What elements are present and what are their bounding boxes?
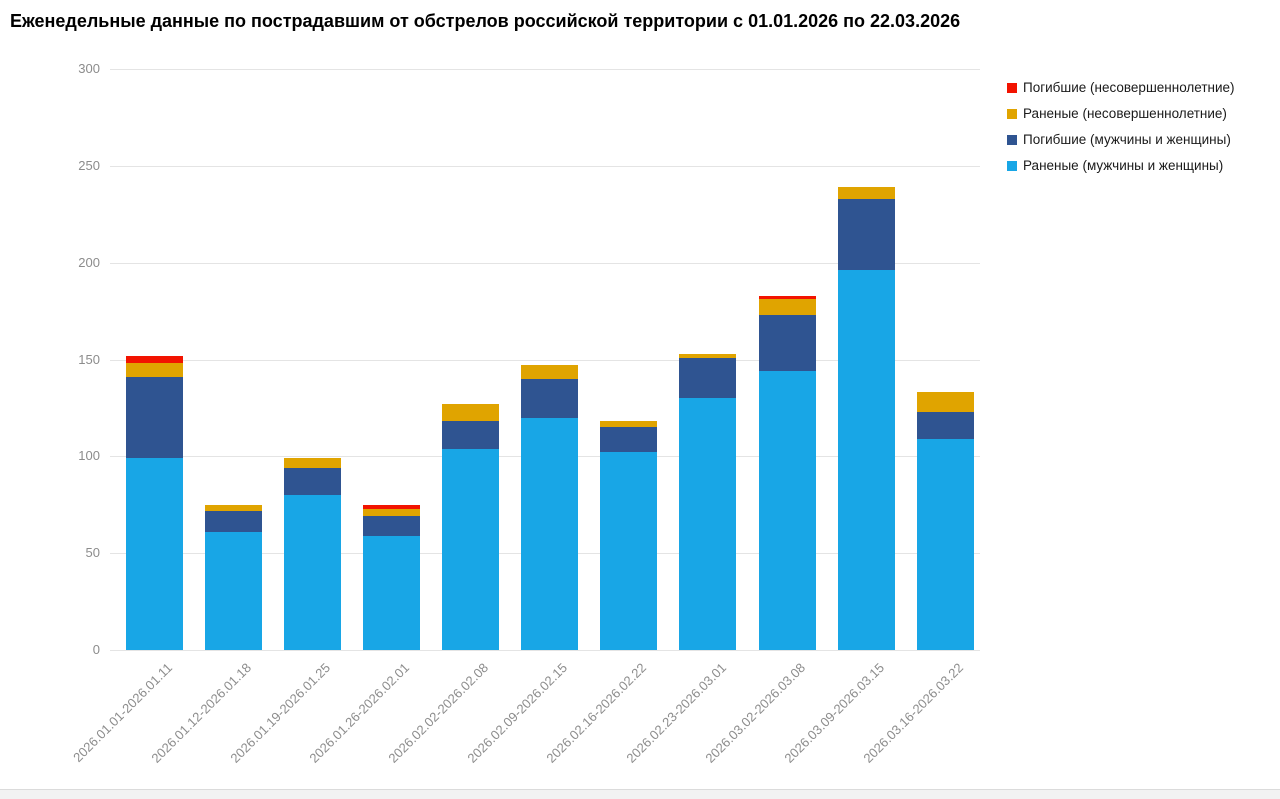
legend-item-dead-adults: Погибшие (мужчины и женщины) [1007,132,1235,147]
legend-label: Погибшие (несовершеннолетние) [1023,80,1235,95]
y-tick-label: 250 [78,157,100,173]
bar-segment-series-2 [521,365,579,379]
y-tick-label: 50 [85,545,100,561]
bar-segment-series-2 [600,421,658,428]
bar-segment-series-0 [679,398,737,650]
bottom-divider [0,789,1280,799]
y-tick-label: 100 [78,448,100,464]
legend-label: Погибшие (мужчины и женщины) [1023,132,1231,147]
bar-segment-series-2 [837,187,895,199]
bar-segment-series-1 [363,516,421,536]
bar-segment-series-1 [205,510,263,532]
bar-segment-series-3 [363,504,421,509]
legend-label: Раненые (мужчины и женщины) [1023,158,1224,173]
gridline [110,650,980,651]
bar-segment-series-1 [126,376,183,459]
legend-item-dead-minors: Погибшие (несовершеннолетние) [1007,80,1235,95]
bar-segment-series-2 [916,392,974,412]
legend-item-wounded-minors: Раненые (несовершеннолетние) [1007,106,1235,121]
bar-segment-series-1 [679,357,737,399]
bar-segment-series-1 [600,427,658,453]
gridline [110,359,980,361]
bar-segment-series-2 [679,353,737,358]
bar-segment-series-3 [758,295,816,300]
bar-segment-series-1 [284,467,342,496]
legend-swatch-lightblue [1007,160,1017,171]
y-tick-label: 150 [78,351,100,367]
bar-segment-series-2 [442,404,500,422]
bar-segment-series-1 [758,314,816,372]
bar-segment-series-0 [363,535,421,650]
bar-segment-series-0 [758,371,816,650]
y-tick-label: 300 [78,61,100,76]
legend-swatch-darkblue [1007,134,1017,145]
bar-segment-series-1 [442,421,500,449]
bar-segment-series-2 [205,504,263,511]
bar-segment-series-2 [126,363,183,377]
bar-segment-series-2 [284,458,342,468]
legend-swatch-red [1007,82,1017,93]
bar-segment-series-2 [758,299,816,315]
legend-item-wounded-adults: Раненые (мужчины и женщины) [1007,158,1235,173]
bar-segment-series-0 [521,417,579,650]
bar-segment-series-1 [521,378,579,418]
bar-segment-series-1 [916,411,974,439]
gridline [110,165,980,167]
bar-segment-series-3 [126,355,183,364]
bar-segment-series-0 [916,438,974,650]
bar-segment-series-1 [837,198,895,271]
bar-segment-series-0 [205,531,263,650]
legend-swatch-yellow [1007,108,1017,119]
chart-title: Еженедельные данные по пострадавшим от о… [10,11,961,31]
gridline [110,262,980,264]
legend: Погибшие (несовершеннолетние) Раненые (н… [1007,80,1235,184]
gridline [110,69,980,70]
y-tick-label: 200 [78,254,100,270]
bar-segment-series-0 [837,270,895,650]
y-tick-label: 0 [92,642,100,657]
bar-segment-series-0 [284,495,342,650]
bar-segment-series-0 [442,448,500,650]
bar-segment-series-0 [600,452,658,650]
bar-segment-series-2 [363,508,421,517]
legend-label: Раненые (несовершеннолетние) [1023,106,1227,121]
bar-segment-series-0 [126,458,183,650]
